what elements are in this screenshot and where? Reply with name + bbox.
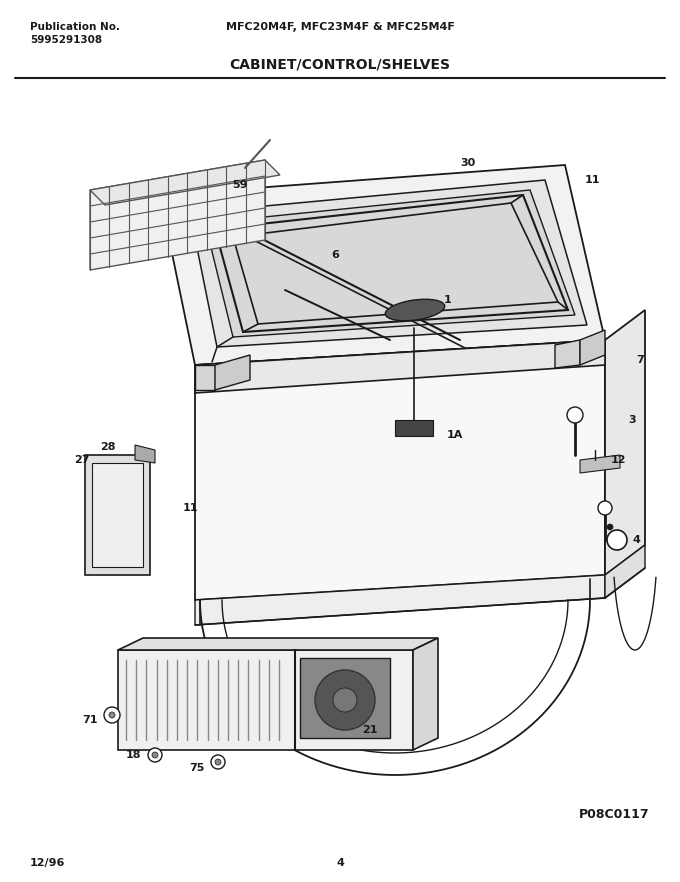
Polygon shape [195,340,605,393]
Text: 5995291308: 5995291308 [30,35,102,45]
Polygon shape [85,455,150,575]
Text: 4: 4 [336,858,344,868]
Polygon shape [195,340,605,600]
Circle shape [109,712,115,718]
Text: MFC20M4F, MFC23M4F & MFC25M4F: MFC20M4F, MFC23M4F & MFC25M4F [226,22,454,32]
Circle shape [215,759,221,765]
Text: 1A: 1A [447,430,463,440]
Polygon shape [90,160,280,205]
Polygon shape [413,638,438,750]
Polygon shape [135,445,155,463]
Polygon shape [205,190,575,337]
Text: 59: 59 [233,180,248,190]
Text: 11: 11 [182,503,198,513]
Polygon shape [215,355,250,390]
Polygon shape [118,650,413,750]
Text: CABINET/CONTROL/SHELVES: CABINET/CONTROL/SHELVES [230,58,450,72]
Text: 1: 1 [444,295,452,305]
Text: 4: 4 [632,535,640,545]
Polygon shape [118,638,438,650]
Polygon shape [92,463,143,567]
Text: 75: 75 [189,763,205,773]
Text: 7: 7 [636,355,644,365]
Text: 28: 28 [100,442,116,452]
Text: 18: 18 [125,750,141,760]
Circle shape [152,752,158,758]
Circle shape [148,748,162,762]
Polygon shape [195,575,605,625]
Circle shape [598,501,612,515]
Text: 11: 11 [584,175,600,185]
Polygon shape [190,180,587,347]
Text: 12/96: 12/96 [30,858,65,868]
FancyBboxPatch shape [395,420,433,436]
Text: 27: 27 [74,455,90,465]
Text: 21: 21 [362,725,378,735]
Ellipse shape [386,299,445,321]
Text: P08C0117: P08C0117 [579,808,650,821]
Text: 71: 71 [82,715,98,725]
Polygon shape [605,310,645,575]
Polygon shape [580,455,620,473]
Circle shape [104,707,120,723]
Circle shape [567,407,583,423]
Polygon shape [160,165,605,365]
Circle shape [607,530,627,550]
Circle shape [211,755,225,769]
Polygon shape [555,340,580,368]
Text: Publication No.: Publication No. [30,22,120,32]
Circle shape [333,688,357,712]
Polygon shape [195,365,215,390]
Text: 3: 3 [628,415,636,425]
Circle shape [315,670,375,730]
Circle shape [607,524,613,530]
Text: 6: 6 [331,250,339,260]
Text: 12: 12 [610,455,626,465]
Polygon shape [605,545,645,598]
Text: 30: 30 [460,158,475,168]
Polygon shape [580,330,605,365]
Polygon shape [90,160,265,270]
Polygon shape [300,658,390,738]
